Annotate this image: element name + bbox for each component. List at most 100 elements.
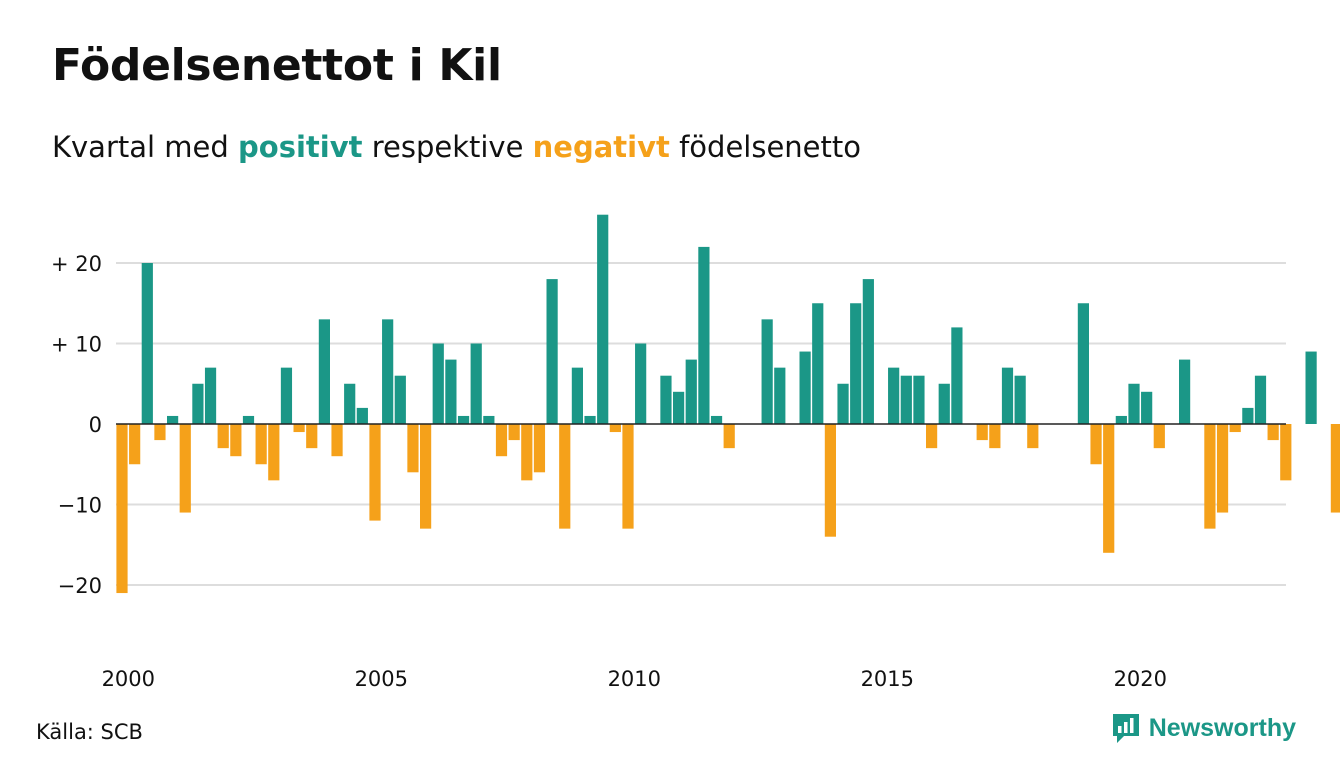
bar-negative	[129, 424, 141, 465]
bar-positive	[1001, 367, 1014, 424]
bar-positive	[635, 343, 647, 424]
bar-positive	[1128, 383, 1140, 424]
bar-negative	[976, 424, 988, 441]
bar-positive	[280, 367, 293, 424]
bar-negative	[255, 424, 267, 465]
bar-positive	[457, 415, 470, 424]
bar-positive	[1141, 391, 1153, 424]
bar-positive	[1179, 359, 1191, 424]
bar-positive	[938, 383, 950, 424]
bar-positive	[1254, 375, 1267, 424]
bar-negative	[407, 424, 419, 473]
bar-positive	[837, 383, 849, 424]
bar-positive	[660, 375, 672, 424]
bar-positive	[597, 214, 609, 424]
x-tick-label: 2020	[1114, 667, 1167, 691]
bar-negative	[622, 424, 634, 529]
chart-title: Födelsenettot i Kil	[52, 40, 502, 91]
bar-positive	[356, 407, 368, 424]
bar-negative	[179, 424, 191, 513]
bar-positive	[710, 415, 723, 424]
bar-negative	[1027, 424, 1039, 449]
bar-positive	[470, 343, 482, 424]
bar-negative	[1229, 424, 1241, 433]
bar-negative	[1330, 424, 1340, 513]
bar-positive	[141, 263, 153, 424]
bar-positive	[913, 375, 925, 424]
bar-negative	[116, 424, 128, 594]
bar-positive	[445, 359, 457, 424]
bar-positive	[850, 303, 862, 424]
bar-positive	[761, 319, 773, 424]
bar-negative	[268, 424, 280, 481]
bar-negative	[1103, 424, 1115, 553]
y-axis-ticks: + 20 + 10 0 −10 −20	[51, 252, 102, 598]
bar-positive	[1077, 303, 1089, 424]
bar-positive	[167, 415, 179, 424]
bar-negative	[989, 424, 1001, 449]
brand-name: Newsworthy	[1148, 713, 1296, 742]
x-tick-label: 2010	[608, 667, 661, 691]
bar-negative	[508, 424, 520, 441]
subtitle-prefix: Kvartal med	[52, 130, 229, 164]
bar-negative	[1153, 424, 1165, 449]
bar-negative	[495, 424, 508, 457]
subtitle-middle: respektive	[371, 130, 524, 164]
bar-negative	[369, 424, 381, 521]
bar-positive	[546, 279, 558, 424]
x-tick-label: 2000	[102, 667, 155, 691]
bar-positive	[1014, 375, 1026, 424]
x-tick-label: 2005	[355, 667, 408, 691]
bar-negative	[1216, 424, 1229, 513]
bar-positive	[673, 391, 685, 424]
bar-positive	[571, 367, 583, 424]
x-tick-label: 2015	[861, 667, 914, 691]
source-note: Källa: SCB	[36, 720, 143, 744]
newsworthy-logo-icon	[1112, 714, 1139, 743]
bar-positive	[204, 367, 217, 424]
bar-positive	[1242, 407, 1254, 424]
bar-positive	[242, 415, 255, 424]
y-tick-label: −20	[58, 574, 102, 598]
bar-positive	[685, 359, 697, 424]
bar-positive	[344, 383, 356, 424]
bar-positive	[1115, 415, 1127, 424]
bar-positive	[318, 319, 330, 424]
bar-negative	[1267, 424, 1279, 441]
bar-negative	[533, 424, 546, 473]
y-tick-label: + 20	[51, 252, 102, 276]
subtitle-suffix: födelsenetto	[679, 130, 861, 164]
bar-negative	[420, 424, 432, 529]
bar-positive	[483, 415, 495, 424]
bar-negative	[609, 424, 621, 433]
bar-negative	[1090, 424, 1102, 465]
bar-positive	[382, 319, 394, 424]
bar-negative	[723, 424, 735, 449]
bar-negative	[559, 424, 571, 529]
bar-positive	[812, 303, 824, 424]
bar-positive	[900, 375, 912, 424]
bar-positive	[799, 351, 811, 424]
bar-positive	[432, 343, 444, 424]
chart-subtitle: Kvartal med positivt respektive negativt…	[52, 130, 861, 164]
brand-logo[interactable]: Newsworthy	[1111, 712, 1296, 744]
bar-negative	[293, 424, 305, 433]
subtitle-negative-word: negativt	[532, 130, 670, 164]
bar-negative	[824, 424, 836, 537]
bar-positive	[1305, 351, 1317, 424]
bar-positive	[774, 367, 786, 424]
bar-negative	[306, 424, 318, 449]
y-tick-label: 0	[89, 413, 102, 437]
bar-negative	[1280, 424, 1292, 481]
bar-negative	[521, 424, 533, 481]
bar-positive	[888, 367, 900, 424]
bar-positive	[192, 383, 204, 424]
bar-negative	[217, 424, 229, 449]
bar-positive	[394, 375, 406, 424]
bar-positive	[584, 415, 596, 424]
bar-negative	[230, 424, 242, 457]
bar-positive	[862, 279, 874, 424]
x-axis-ticks: 2000 2005 2010 2015 2020	[102, 667, 1167, 691]
bar-negative	[1204, 424, 1216, 529]
